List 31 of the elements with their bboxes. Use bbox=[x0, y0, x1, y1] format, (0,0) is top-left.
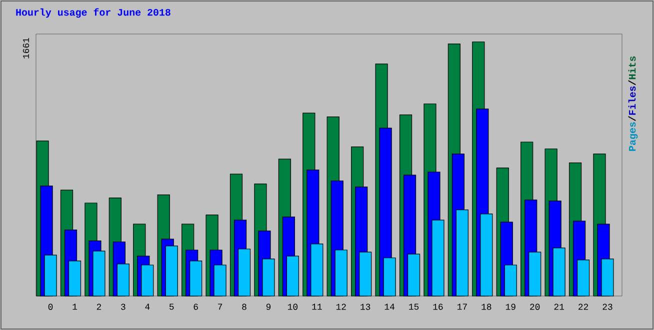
x-tick-label: 1 bbox=[72, 304, 78, 310]
text: Pages bbox=[628, 122, 638, 151]
x-tick-label: 7 bbox=[218, 304, 222, 310]
x-tick-label: 6 bbox=[194, 304, 198, 310]
text: / bbox=[628, 116, 636, 122]
x-tick-label: 16 bbox=[433, 304, 443, 310]
x-tick-label: 13 bbox=[360, 304, 370, 310]
x-tick-label: 21 bbox=[554, 304, 564, 310]
x-tick-label: 8 bbox=[242, 304, 246, 310]
text: 1661 bbox=[22, 38, 30, 58]
x-tick-label: 5 bbox=[169, 304, 174, 310]
x-tick-label: 0 bbox=[48, 304, 53, 310]
x-tick-label: 20 bbox=[530, 304, 540, 310]
x-tick-label: 2 bbox=[96, 304, 102, 310]
x-tick-label: 17 bbox=[457, 304, 467, 310]
text: Hits bbox=[628, 56, 636, 80]
x-tick-label: 23 bbox=[602, 304, 612, 310]
x-tick-label: 22 bbox=[578, 304, 588, 310]
text: Files bbox=[628, 86, 636, 115]
x-tick-label: 11 bbox=[312, 304, 322, 310]
chart-title: Hourly usage for June 2018 bbox=[16, 8, 170, 18]
x-tick-label: 12 bbox=[336, 304, 346, 310]
x-tick-label: 18 bbox=[482, 304, 492, 310]
x-tick-label: 14 bbox=[384, 304, 394, 310]
x-tick-label: 9 bbox=[266, 304, 271, 310]
text: / bbox=[628, 80, 636, 86]
x-tick-label: 15 bbox=[409, 304, 419, 310]
x-tick-label: 19 bbox=[506, 304, 516, 310]
x-tick-label: 3 bbox=[121, 304, 126, 310]
x-tick-label: 4 bbox=[145, 304, 150, 310]
x-tick-label: 10 bbox=[288, 304, 298, 310]
